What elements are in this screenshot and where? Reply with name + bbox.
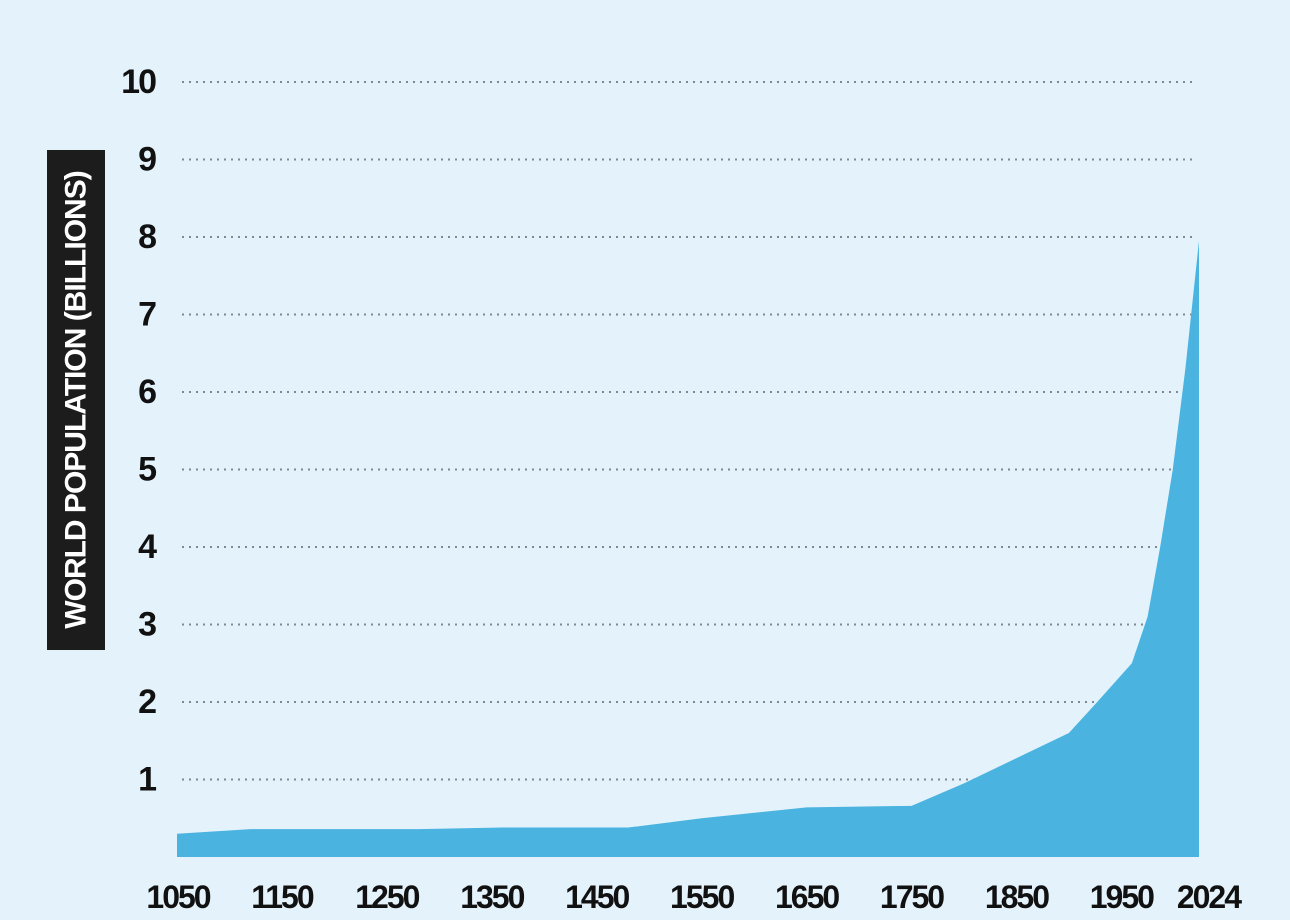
y-tick-label-3: 3 bbox=[138, 606, 156, 644]
x-tick-label-1050: 1050 bbox=[146, 879, 210, 915]
x-tick-label-1750: 1750 bbox=[880, 879, 944, 915]
y-tick-label-8: 8 bbox=[138, 218, 156, 256]
y-tick-label-1: 1 bbox=[138, 761, 156, 799]
x-tick-label-1450: 1450 bbox=[565, 879, 629, 915]
y-tick-label-9: 9 bbox=[138, 141, 156, 179]
x-tick-label-1250: 1250 bbox=[355, 879, 419, 915]
x-tick-label-1550: 1550 bbox=[670, 879, 734, 915]
population-area bbox=[177, 240, 1199, 857]
x-tick-label-1150: 1150 bbox=[251, 879, 314, 915]
y-tick-label-10: 10 bbox=[121, 63, 156, 101]
y-tick-label-4: 4 bbox=[138, 528, 157, 566]
x-tick-label-1950: 1950 bbox=[1090, 879, 1154, 915]
y-tick-label-2: 2 bbox=[138, 683, 156, 721]
y-tick-label-5: 5 bbox=[138, 451, 156, 489]
y-axis-label: WORLD POPULATION (BILLIONS) bbox=[47, 150, 105, 650]
y-axis-label-box bbox=[47, 150, 105, 650]
x-tick-label-2024: 2024 bbox=[1177, 879, 1242, 915]
y-axis-label-text: WORLD POPULATION (BILLIONS) bbox=[60, 171, 93, 628]
y-axis-ticks: 1 2 3 4 5 6 7 8 9 10 bbox=[121, 63, 159, 799]
area-series bbox=[177, 240, 1199, 857]
x-tick-label-1350: 1350 bbox=[460, 879, 524, 915]
x-axis-ticks: 1050 1150 1250 1350 1450 1550 1650 1750 1850 1950… bbox=[146, 879, 1244, 915]
x-tick-label-1650: 1650 bbox=[775, 879, 839, 915]
grid-lines bbox=[182, 81, 1196, 781]
x-tick-label-1850: 1850 bbox=[985, 879, 1049, 915]
y-tick-label-7: 7 bbox=[138, 296, 156, 334]
y-tick-label-6: 6 bbox=[138, 373, 156, 411]
